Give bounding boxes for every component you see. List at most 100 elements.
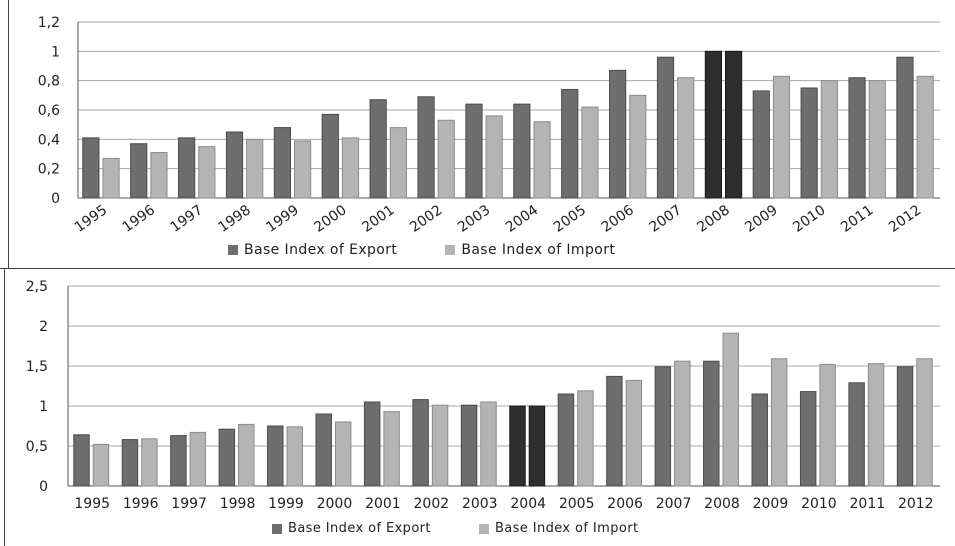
export-bar <box>704 50 723 199</box>
export-bar <box>848 382 865 487</box>
x-tick-label: 2007 <box>656 496 692 512</box>
x-tick-label: 2009 <box>742 202 780 236</box>
x-tick-label: 2011 <box>838 202 876 236</box>
import-bar <box>334 421 352 487</box>
export-bar <box>369 99 387 199</box>
x-tick-label: 2009 <box>753 496 789 512</box>
x-tick-label: 2006 <box>599 202 637 236</box>
import-bar <box>772 75 791 199</box>
export-bar <box>82 137 100 199</box>
import-bar <box>577 390 594 487</box>
import-bar <box>150 152 168 199</box>
x-tick-label: 2012 <box>898 496 934 512</box>
legend-label-export: Base Index of Export <box>244 242 398 258</box>
y-tick-label: 2 <box>39 319 48 335</box>
y-tick-label: 0,4 <box>38 132 60 148</box>
import-bar <box>383 411 400 487</box>
export-bar <box>606 375 623 487</box>
import-bar <box>294 140 312 199</box>
legend-item-export: Base Index of Export <box>272 521 431 536</box>
import-bar <box>581 106 599 199</box>
export-bar <box>703 360 720 487</box>
legend-label-import: Base Index of Import <box>494 521 639 536</box>
export-bar <box>225 131 244 199</box>
x-tick-label: 2000 <box>311 202 349 236</box>
x-tick-label: 2001 <box>365 496 401 512</box>
legend-item-import: Base Index of Import <box>478 521 639 536</box>
import-bar <box>528 405 546 487</box>
import-bar <box>141 438 158 487</box>
legend-item-import: Base Index of Import <box>445 242 615 258</box>
export-bar <box>656 56 675 199</box>
export-bar <box>752 90 770 199</box>
import-bar <box>485 115 503 199</box>
x-tick-label: 1997 <box>168 202 206 236</box>
import-bar <box>629 94 647 199</box>
import-bar <box>868 80 886 199</box>
export-bar <box>509 405 526 487</box>
export-bar <box>273 127 291 199</box>
bottom-chart-panel: 0 0,5 1 1,5 2 2,5 1995 1996 1997 1998 1999 2000 2001… <box>0 270 955 546</box>
export-swatch <box>228 245 238 255</box>
y-tick-label: 0,8 <box>38 74 60 90</box>
import-bar <box>431 404 449 487</box>
x-tick-label: 2012 <box>886 202 924 236</box>
x-tick-label: 1995 <box>74 496 110 512</box>
import-bar <box>916 358 933 487</box>
y-tick-label: 2,5 <box>26 279 48 295</box>
x-tick-label: 2003 <box>462 496 498 512</box>
y-tick-label: 1 <box>51 44 60 60</box>
top-chart-panel: 0 0,2 0,4 0,6 0,8 1 1,2 1995 1996 1997 1998 1999 200… <box>0 0 955 270</box>
top-left-border <box>8 0 9 268</box>
legend-label-import: Base Index of Import <box>461 242 616 258</box>
x-tick-label: 2004 <box>503 202 541 236</box>
legend-label-export: Base Index of Export <box>288 521 431 536</box>
export-bar <box>218 428 236 487</box>
export-bar <box>121 439 139 487</box>
import-bar <box>92 443 110 487</box>
x-tick-label: 2010 <box>801 496 837 512</box>
x-tick-label: 2002 <box>407 202 445 236</box>
x-tick-label: 2005 <box>551 202 589 236</box>
x-tick-label: 1996 <box>120 202 158 236</box>
bottom-chart: 0 0,5 1 1,5 2 2,5 1995 1996 1997 1998 1999 2000 2001… <box>26 279 940 512</box>
import-bar <box>820 80 838 199</box>
legend-item-export: Base Index of Export <box>228 242 397 258</box>
export-bar <box>130 143 148 199</box>
export-bar <box>412 399 429 487</box>
import-bar <box>722 332 739 487</box>
export-bar <box>799 391 817 487</box>
x-tick-label: 1998 <box>216 202 254 236</box>
export-bar <box>321 113 339 199</box>
x-tick-label: 2003 <box>455 202 493 236</box>
import-swatch <box>445 245 456 255</box>
import-bar <box>674 360 691 487</box>
export-bar <box>460 404 478 487</box>
import-bar <box>480 401 497 487</box>
y-tick-label: 0 <box>39 479 48 495</box>
export-bar <box>557 393 575 487</box>
export-bar <box>896 56 914 199</box>
panel-divider <box>0 268 955 269</box>
import-bar <box>677 77 695 199</box>
import-bar <box>246 138 264 199</box>
import-bar <box>102 157 120 199</box>
x-tick-label: 2008 <box>694 202 732 236</box>
bottom-left-border <box>4 268 5 546</box>
y-tick-label: 0,6 <box>38 103 60 119</box>
export-bar <box>561 88 579 199</box>
x-tick-label: 1996 <box>123 496 159 512</box>
x-tick-label: 1995 <box>72 202 110 236</box>
y-tick-label: 1,2 <box>38 15 60 31</box>
export-bar <box>896 366 914 487</box>
x-tick-label: 2006 <box>607 496 643 512</box>
import-bar <box>437 119 455 199</box>
import-bar <box>286 426 303 487</box>
import-bar <box>916 75 934 199</box>
x-tick-label: 1999 <box>263 202 301 236</box>
import-bar <box>625 379 643 487</box>
export-bar <box>178 137 196 199</box>
export-bar <box>363 401 381 487</box>
y-tick-label: 0 <box>51 191 60 207</box>
x-tick-label: 2008 <box>704 496 740 512</box>
